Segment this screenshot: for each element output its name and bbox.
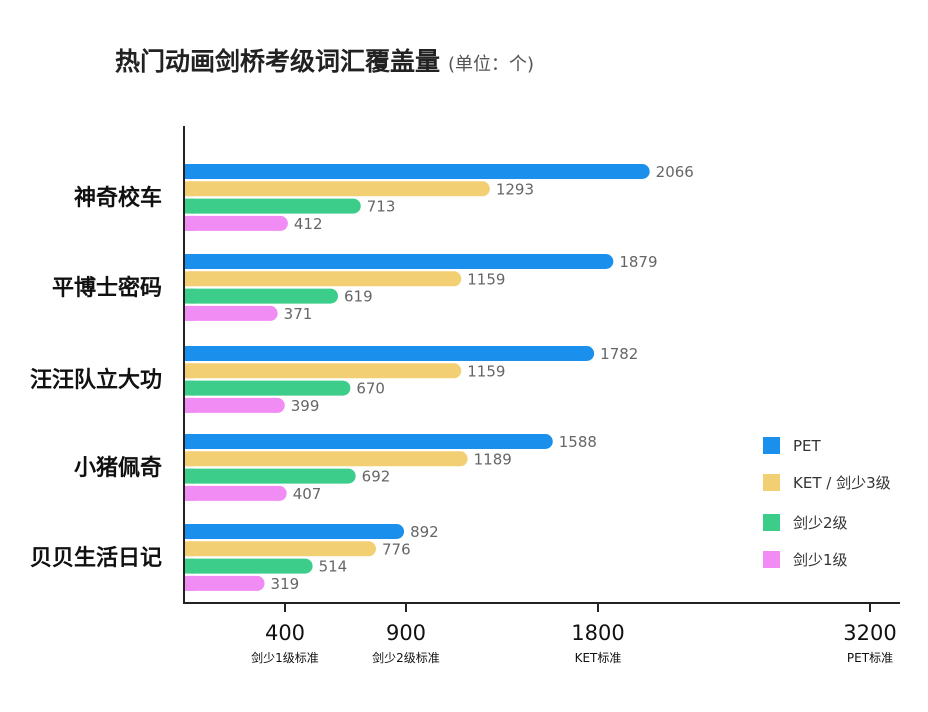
data-label: 670	[356, 380, 385, 398]
bar-base	[184, 198, 194, 214]
bars-layer: 2066 1293 713 412 1879 1159 619 371 1782 1159 670 3…	[184, 163, 694, 593]
data-label: 619	[344, 288, 373, 306]
bar	[184, 215, 288, 231]
chart-unit: (单位：个)	[448, 54, 534, 75]
bar-base	[184, 363, 194, 379]
bar-base	[184, 541, 194, 557]
legend-swatch	[763, 474, 780, 491]
x-tick-sublabel: 剑少2级标准	[372, 650, 440, 665]
data-label: 1782	[600, 345, 638, 363]
bar	[184, 181, 490, 197]
data-label: 2066	[656, 163, 694, 181]
x-tick-label: 1800	[571, 621, 624, 645]
legend-swatch	[763, 551, 780, 568]
chart-title: 热门动画剑桥考级词汇覆盖量	[115, 47, 440, 76]
bar-base	[184, 288, 194, 304]
x-tick-sublabel: PET标准	[847, 651, 893, 665]
bar	[184, 434, 553, 449]
bar-base	[184, 451, 194, 467]
category-label: 平博士密码	[52, 275, 162, 301]
bar-base	[184, 271, 194, 287]
legend-swatch	[763, 514, 780, 531]
data-label: 1879	[619, 253, 657, 271]
bar	[184, 346, 595, 361]
data-label: 713	[367, 198, 396, 216]
data-label: 1159	[467, 270, 505, 288]
bar-base	[184, 524, 194, 539]
bar	[184, 363, 462, 379]
bar-base	[184, 215, 194, 231]
data-label: 412	[294, 215, 323, 233]
data-label: 776	[382, 540, 411, 558]
bar	[184, 271, 462, 287]
data-label: 319	[271, 575, 300, 593]
data-label: 399	[291, 397, 320, 415]
bar	[184, 524, 405, 539]
category-label: 汪汪队立大功	[30, 367, 162, 393]
bar	[184, 305, 278, 321]
x-tick-label: 400	[265, 621, 305, 645]
legend-label: 剑少1级	[793, 551, 848, 569]
bar	[184, 397, 285, 413]
category-label: 贝贝生活日记	[30, 546, 162, 571]
bar	[184, 198, 361, 214]
data-label: 1588	[559, 433, 597, 451]
bar-base	[184, 485, 194, 501]
bar-base	[184, 380, 194, 396]
bar	[184, 164, 650, 179]
bar-base	[184, 575, 194, 591]
bar	[184, 468, 356, 484]
bar-base	[184, 434, 194, 449]
data-label: 514	[319, 558, 348, 576]
category-label: 小猪佩奇	[74, 455, 162, 481]
bar-base	[184, 468, 194, 484]
data-label: 371	[284, 305, 313, 323]
x-tick-sublabel: KET标准	[575, 651, 622, 665]
x-tick-label: 900	[386, 621, 426, 645]
data-label: 892	[410, 523, 439, 541]
bar	[184, 380, 351, 396]
category-label: 神奇校车	[74, 185, 162, 211]
bar	[184, 451, 468, 467]
bar-base	[184, 346, 194, 361]
bar	[184, 541, 376, 557]
legend-swatch	[763, 437, 780, 454]
bar	[184, 485, 287, 501]
bar-base	[184, 164, 194, 179]
bar	[184, 575, 265, 591]
data-label: 1159	[467, 362, 505, 380]
data-label: 692	[362, 468, 391, 486]
bar	[184, 254, 614, 269]
bar	[184, 288, 338, 304]
bar	[184, 558, 313, 574]
bar-base	[184, 397, 194, 413]
legend-label: KET / 剑少3级	[793, 474, 891, 492]
data-label: 407	[293, 485, 322, 503]
data-label: 1189	[474, 450, 512, 468]
bar-base	[184, 305, 194, 321]
data-label: 1293	[496, 180, 534, 198]
legend-label: 剑少2级	[793, 514, 848, 532]
bar-base	[184, 181, 194, 197]
legend-label: PET	[793, 437, 822, 455]
x-tick-label: 3200	[843, 621, 896, 645]
bar-base	[184, 254, 194, 269]
bar-base	[184, 558, 194, 574]
x-tick-sublabel: 剑少1级标准	[251, 650, 319, 665]
